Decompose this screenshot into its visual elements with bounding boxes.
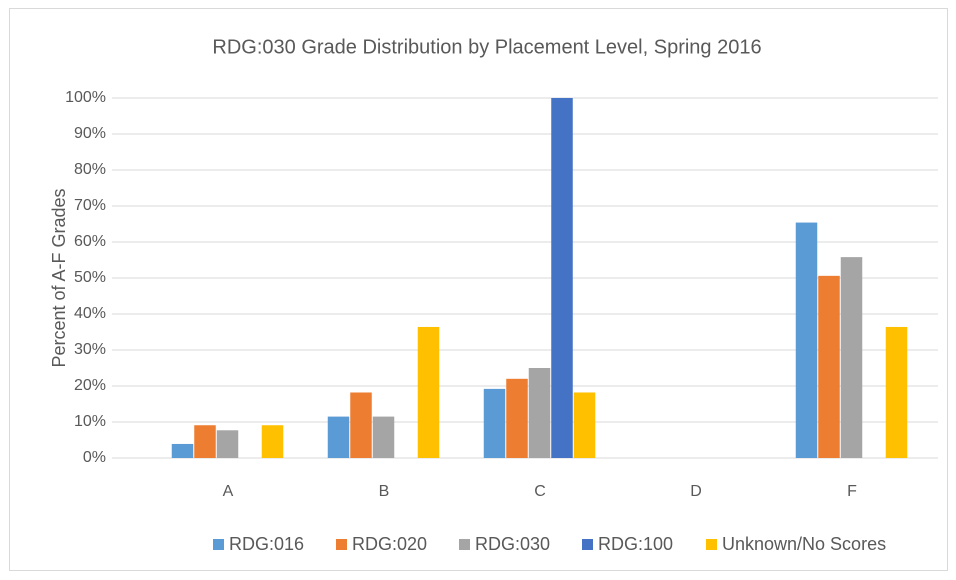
- y-tick-label: 90%: [74, 125, 106, 142]
- y-tick-label: 0%: [83, 449, 106, 466]
- legend-label: Unknown/No Scores: [722, 534, 886, 554]
- legend-label: RDG:016: [229, 534, 304, 554]
- legend-swatch: [459, 539, 470, 550]
- bar: [350, 392, 372, 458]
- y-tick-label: 20%: [74, 377, 106, 394]
- bar: [551, 98, 573, 458]
- bar: [216, 430, 239, 458]
- x-tick-label: F: [847, 483, 857, 500]
- legend-swatch: [706, 539, 717, 550]
- bar: [483, 388, 506, 458]
- bar: [327, 416, 350, 458]
- bar: [261, 425, 284, 458]
- x-tick-label: B: [379, 483, 390, 500]
- bar: [885, 326, 908, 458]
- y-tick-label: 60%: [74, 233, 106, 250]
- x-tick-label: C: [534, 483, 546, 500]
- bar: [818, 275, 840, 458]
- x-tick-label: A: [223, 483, 234, 500]
- x-tick-label: D: [690, 483, 702, 500]
- y-axis-title: Percent of A-F Grades: [49, 188, 69, 367]
- legend-label: RDG:030: [475, 534, 550, 554]
- bar: [171, 443, 194, 458]
- legend-label: RDG:020: [352, 534, 427, 554]
- y-tick-label: 50%: [74, 269, 106, 286]
- legend-label: RDG:100: [598, 534, 673, 554]
- bar: [573, 392, 596, 458]
- bar: [528, 368, 551, 458]
- y-tick-label: 70%: [74, 197, 106, 214]
- bar: [506, 378, 528, 458]
- bar: [417, 326, 440, 458]
- y-tick-label: 10%: [74, 413, 106, 430]
- y-tick-label: 40%: [74, 305, 106, 322]
- legend-swatch: [336, 539, 347, 550]
- bar: [840, 257, 863, 458]
- legend-swatch: [213, 539, 224, 550]
- bar: [194, 425, 216, 458]
- chart-title: RDG:030 Grade Distribution by Placement …: [212, 36, 761, 58]
- chart-frame: [9, 8, 948, 571]
- bar: [372, 416, 395, 458]
- bar: [795, 222, 818, 458]
- y-tick-label: 100%: [65, 89, 106, 106]
- legend-swatch: [582, 539, 593, 550]
- y-tick-label: 80%: [74, 161, 106, 178]
- y-tick-label: 30%: [74, 341, 106, 358]
